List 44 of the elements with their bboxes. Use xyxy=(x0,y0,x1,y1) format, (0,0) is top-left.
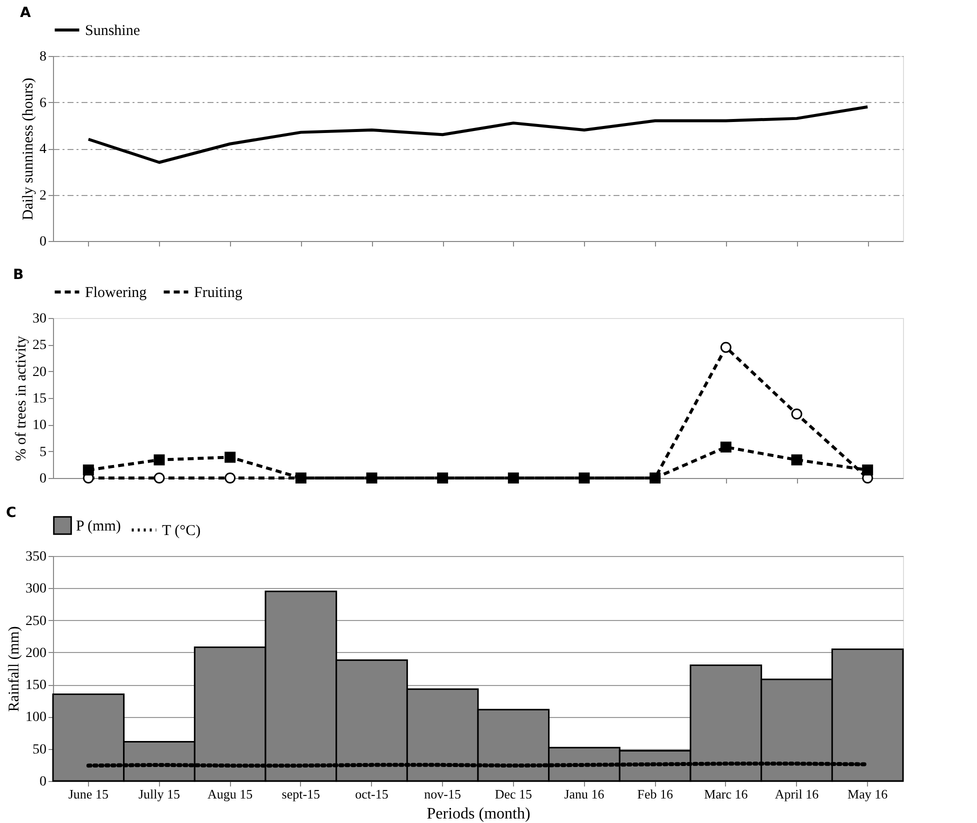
x-tick-label: Marc 16 xyxy=(704,786,748,802)
x-tick-label: June 15 xyxy=(68,786,108,802)
chart-title: C xyxy=(6,505,16,521)
x-tick-label: sept-15 xyxy=(282,786,320,802)
x-tick-label: Janu 16 xyxy=(564,786,605,802)
y-axis-title: Daily sunniness (hours) xyxy=(20,78,36,220)
y-tick-label: 0 xyxy=(40,234,46,250)
y-tick-label: 300 xyxy=(26,582,46,597)
y-tick-label: 0 xyxy=(40,774,46,790)
y-tick-label: 6 xyxy=(40,96,46,111)
x-tick-label: nov-15 xyxy=(424,786,462,802)
y-tick-label: 200 xyxy=(26,646,46,661)
y-tick-label: 15 xyxy=(32,392,46,406)
y-tick-label: 150 xyxy=(26,678,46,694)
x-tick-label: May 16 xyxy=(848,786,888,802)
y-tick-label: 5 xyxy=(40,444,46,460)
x-tick-label: oct-15 xyxy=(355,786,388,802)
y-tick-label: 10 xyxy=(32,418,46,434)
y-axis-title: % of trees in activity xyxy=(14,336,30,461)
chart-title: A xyxy=(20,5,31,21)
y-tick-label: 250 xyxy=(26,614,46,629)
x-tick-label: Feb 16 xyxy=(637,786,674,802)
legend-label: Flowering xyxy=(85,285,148,301)
x-tick-label: Dec 15 xyxy=(494,786,532,802)
y-tick-label: 30 xyxy=(32,312,46,326)
x-tick-label: Augu 15 xyxy=(208,786,253,802)
y-tick-label: 25 xyxy=(32,338,46,354)
y-tick-label: 350 xyxy=(26,550,46,564)
y-tick-label: 100 xyxy=(26,710,46,726)
legend-label: P (mm) xyxy=(76,518,121,534)
y-tick-label: 0 xyxy=(40,472,46,486)
legend-label: Fruiting xyxy=(194,285,243,301)
y-tick-label: 4 xyxy=(40,142,46,157)
x-tick-label: April 16 xyxy=(774,786,820,802)
x-axis-title: Periods (month) xyxy=(426,806,530,822)
chart-title: B xyxy=(13,267,24,283)
y-tick-label: 50 xyxy=(32,742,46,758)
x-tick-label: Jully 15 xyxy=(138,786,180,802)
y-tick-label: 20 xyxy=(32,364,46,380)
legend-label: Sunshine xyxy=(85,23,140,39)
legend-label: T (°C) xyxy=(162,523,201,539)
y-tick-label: 2 xyxy=(40,188,46,204)
y-axis-title: Rainfall (mm) xyxy=(6,626,22,712)
y-tick-label: 8 xyxy=(40,50,46,64)
